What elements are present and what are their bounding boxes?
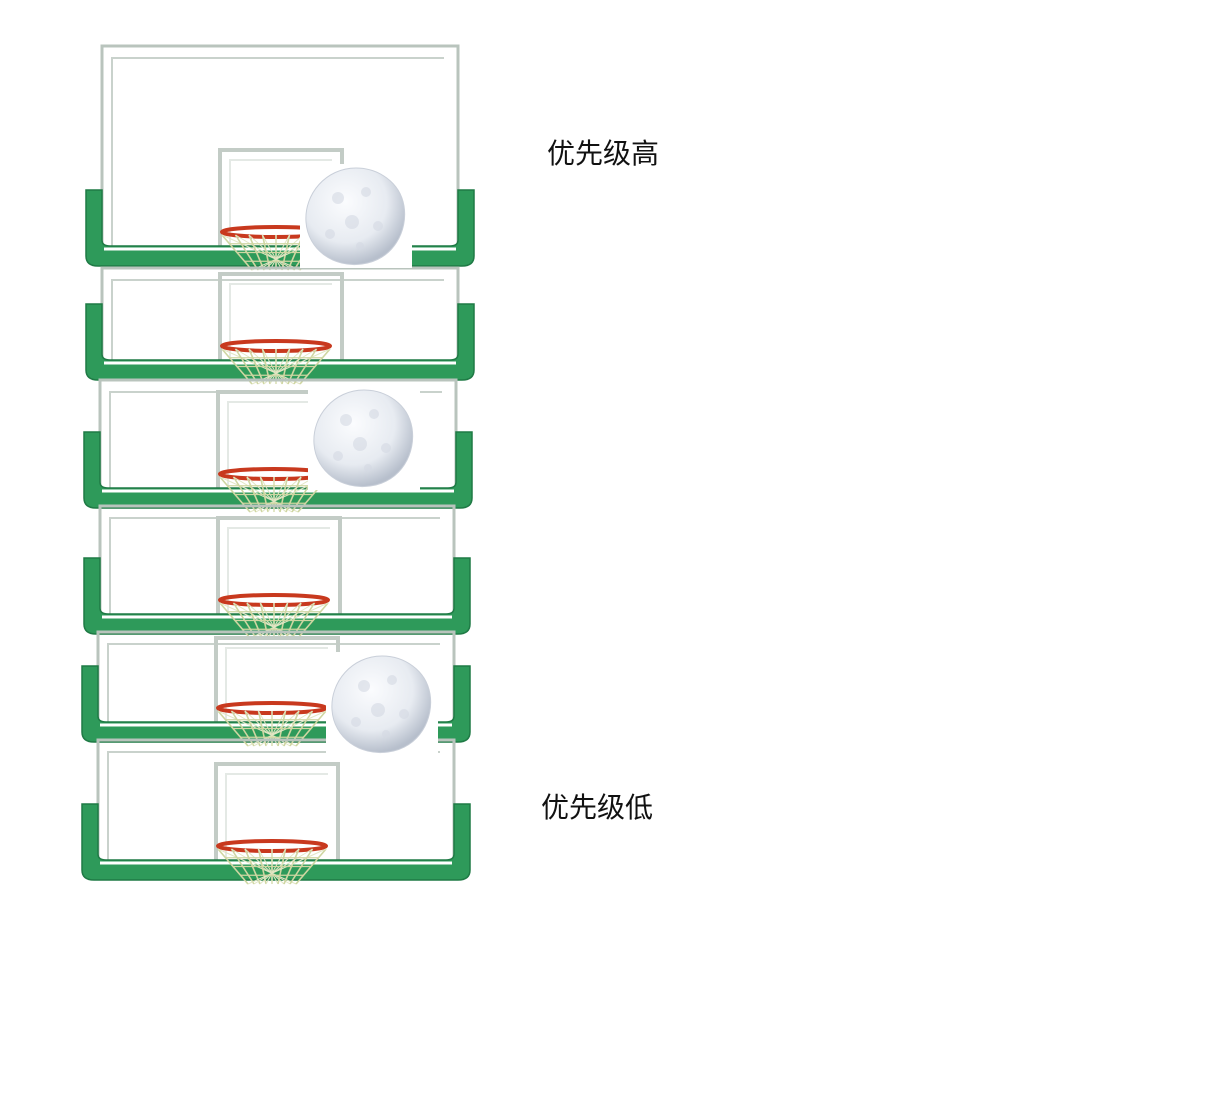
hoop-4 [82,504,472,639]
hoop-6 [80,738,472,885]
snowball-icon [308,386,420,490]
priority-high-label: 优先级高 [547,137,660,170]
priority-low-label: 优先级低 [541,791,654,824]
hoop-2 [84,266,476,385]
hoop-4-backboard [83,504,471,639]
snowball-icon [300,164,412,268]
hoop-2-backboard [85,266,475,385]
hoop-1 [84,44,476,271]
snowball-icon [326,652,438,756]
hoop-6-backboard [81,738,471,885]
hoop-5-snowball [326,652,438,756]
hoop-1-snowball [300,164,412,268]
hoop-3-snowball [308,386,420,490]
hoop-1-backboard [85,44,475,271]
